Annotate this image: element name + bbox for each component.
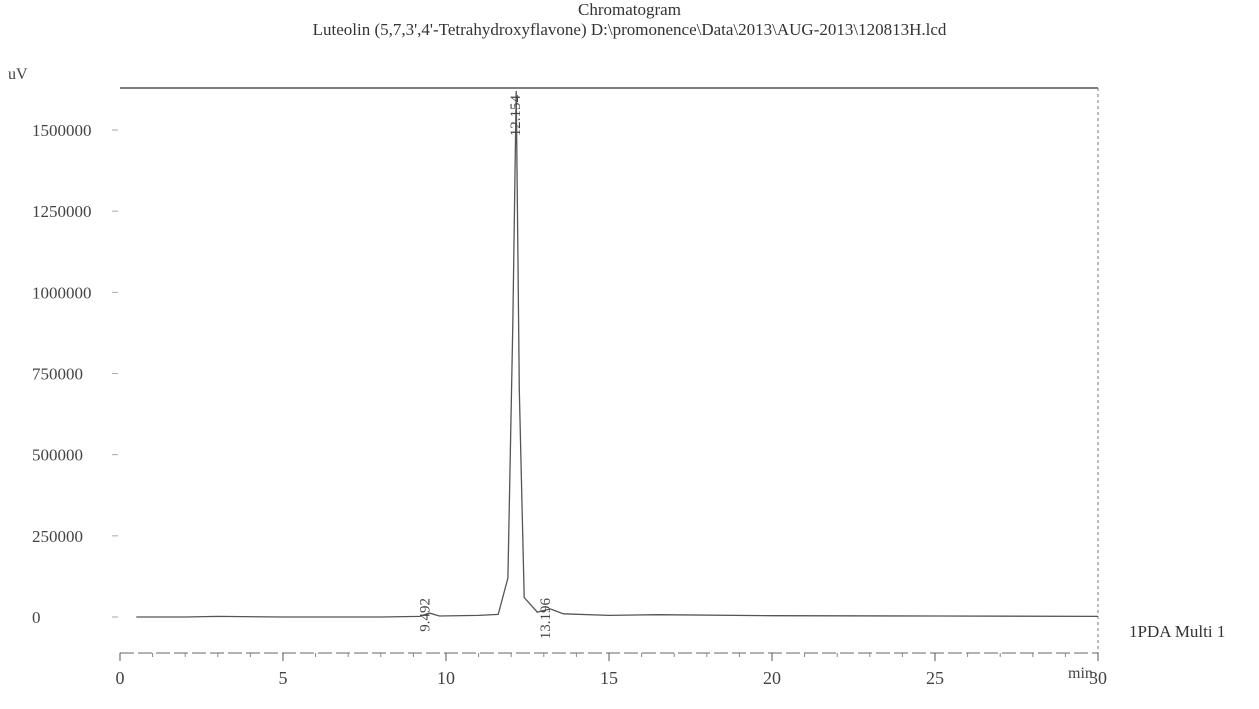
chart-subtitle: Luteolin (5,7,3',4'-Tetrahydroxyflavone)…	[312, 20, 947, 39]
x-axis-unit-label: min	[1068, 665, 1093, 682]
y-tick-label: 1500000	[32, 121, 92, 140]
x-tick-label: 20	[763, 668, 781, 688]
x-tick-label: 5	[279, 668, 288, 688]
series-name-label: 1PDA Multi 1	[1129, 622, 1226, 641]
peak-retention-label: 13.196	[538, 598, 554, 640]
y-tick-label: 1250000	[32, 202, 92, 221]
peak-retention-label: 12.154	[508, 95, 524, 137]
chromatogram-trace	[136, 90, 1099, 618]
x-tick-label: 25	[926, 668, 944, 688]
y-axis-unit-label: uV	[8, 66, 28, 83]
y-tick-label: 0	[32, 608, 41, 627]
y-tick-label: 1000000	[32, 283, 92, 302]
x-tick-label: 15	[600, 668, 618, 688]
y-tick-label: 750000	[32, 365, 83, 384]
x-tick-label: 30	[1089, 668, 1107, 688]
peak-retention-label: 9.492	[417, 598, 433, 632]
x-tick-label: 0	[116, 668, 125, 688]
x-tick-label: 10	[437, 668, 455, 688]
y-tick-label: 500000	[32, 446, 83, 465]
chart-title: Chromatogram	[578, 0, 681, 19]
y-tick-label: 250000	[32, 527, 83, 546]
